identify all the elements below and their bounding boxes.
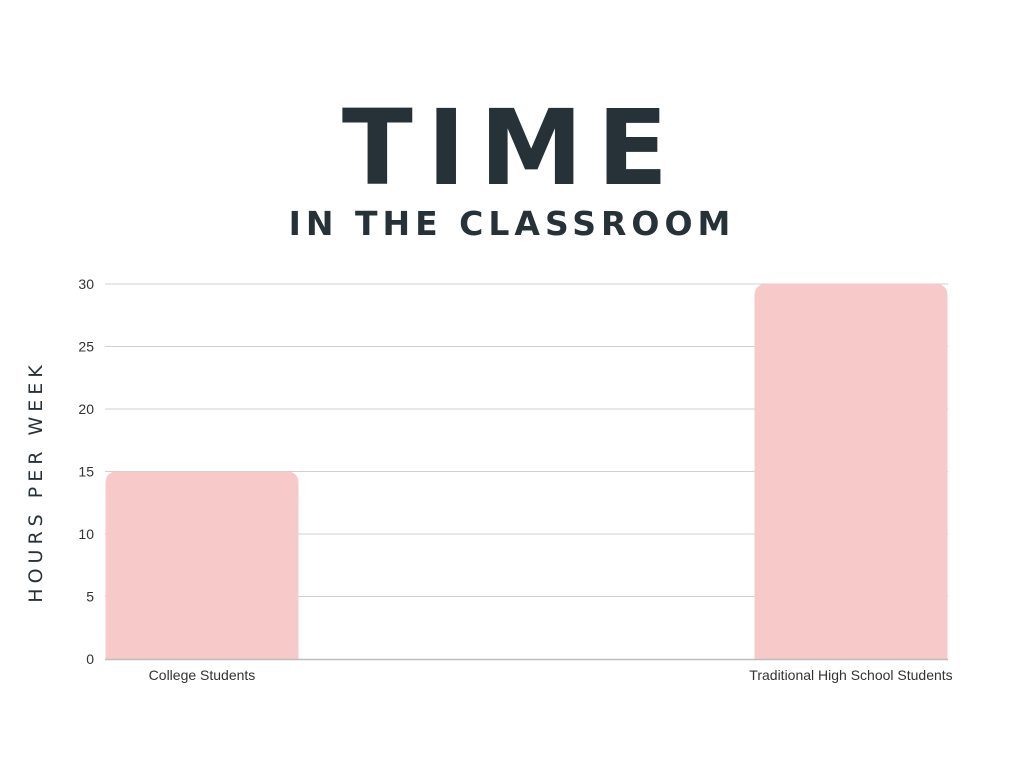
bar-1 <box>754 284 948 659</box>
y-tick-label: 5 <box>86 589 94 605</box>
y-axis-ticks: 0 5 10 15 20 25 30 <box>78 276 94 667</box>
x-category-label: College Students <box>149 667 256 683</box>
chart-subtitle: IN THE CLASSROOM <box>288 204 736 243</box>
chart-title: TIME <box>341 87 683 209</box>
bar-0 <box>105 471 299 659</box>
y-tick-label: 0 <box>86 651 94 667</box>
bars <box>105 284 948 659</box>
y-tick-label: 20 <box>78 401 94 417</box>
y-axis-title: HOURS PER WEEK <box>25 360 47 602</box>
y-tick-label: 30 <box>78 276 94 292</box>
y-tick-label: 15 <box>78 464 94 480</box>
y-tick-label: 10 <box>78 526 94 542</box>
x-category-label: Traditional High School Students <box>749 667 952 683</box>
y-tick-label: 25 <box>78 339 94 355</box>
x-axis-categories: College Students Traditional High School … <box>149 667 953 683</box>
